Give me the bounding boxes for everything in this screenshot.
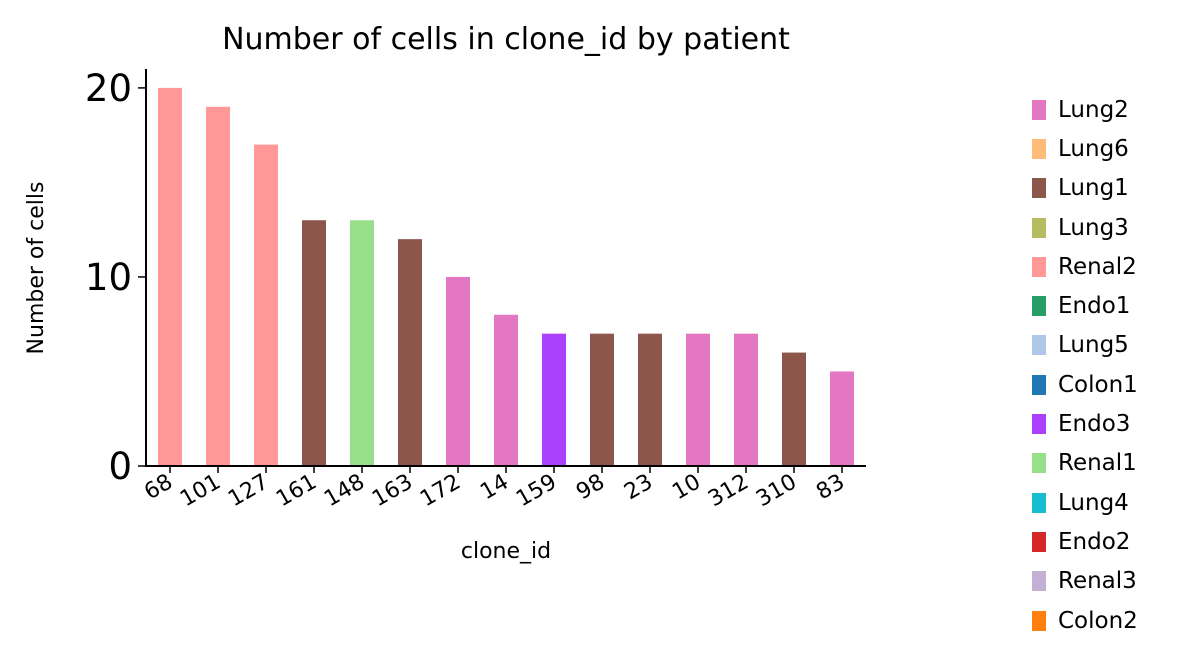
x-tick-label: 127 xyxy=(224,470,273,513)
legend-label: Endo3 xyxy=(1058,411,1131,438)
legend-swatch xyxy=(1032,296,1046,317)
x-tick-label: 68 xyxy=(140,470,177,506)
x-tick-label: 148 xyxy=(320,470,369,513)
bar-23 xyxy=(638,333,662,466)
x-tick-label: 83 xyxy=(812,470,849,506)
legend-swatch xyxy=(1032,335,1046,356)
bar-83 xyxy=(830,371,854,466)
legend-label: Lung4 xyxy=(1058,489,1129,516)
legend-label: Lung5 xyxy=(1058,332,1129,359)
legend-item-lung1: Lung1 xyxy=(1032,169,1138,208)
x-tick-label: 161 xyxy=(272,470,321,513)
legend-swatch xyxy=(1032,414,1046,435)
x-tick-label: 312 xyxy=(704,470,753,513)
legend-item-lung2: Lung2 xyxy=(1032,90,1138,129)
legend-label: Colon1 xyxy=(1058,371,1138,398)
x-axis-label: clone_id xyxy=(461,539,551,564)
legend-item-renal3: Renal3 xyxy=(1032,562,1138,601)
legend-item-lung3: Lung3 xyxy=(1032,208,1138,247)
legend-swatch xyxy=(1032,453,1046,474)
bar-172 xyxy=(446,276,470,466)
legend-item-endo2: Endo2 xyxy=(1032,522,1138,561)
legend-swatch xyxy=(1032,610,1046,631)
x-tick-label: 101 xyxy=(176,470,225,513)
legend-swatch xyxy=(1032,217,1046,238)
bar-127 xyxy=(254,144,278,466)
bar-148 xyxy=(350,220,374,466)
legend-item-endo3: Endo3 xyxy=(1032,404,1138,443)
x-tick-label: 310 xyxy=(752,470,801,513)
legend-item-lung5: Lung5 xyxy=(1032,326,1138,365)
legend-swatch xyxy=(1032,256,1046,277)
x-tick-label: 163 xyxy=(368,470,417,513)
y-tick-label: 10 xyxy=(85,256,132,299)
x-tick-label: 23 xyxy=(620,470,657,506)
legend: Lung2 Lung6 Lung1 Lung3 Renal2 Endo1 Lung5 Colo… xyxy=(1032,90,1138,640)
legend-label: Lung1 xyxy=(1058,175,1129,202)
bar-10 xyxy=(686,333,710,466)
bar-161 xyxy=(302,220,326,466)
x-tick-label: 98 xyxy=(572,470,609,506)
legend-label: Endo1 xyxy=(1058,293,1131,320)
bar-98 xyxy=(590,333,614,466)
legend-swatch xyxy=(1032,531,1046,552)
x-tick-label: 10 xyxy=(668,470,705,506)
legend-item-colon2: Colon2 xyxy=(1032,601,1138,640)
legend-swatch xyxy=(1032,571,1046,592)
legend-label: Renal1 xyxy=(1058,450,1137,477)
legend-item-lung4: Lung4 xyxy=(1032,483,1138,522)
legend-item-renal2: Renal2 xyxy=(1032,247,1138,286)
legend-swatch xyxy=(1032,138,1046,159)
legend-label: Renal2 xyxy=(1058,253,1137,280)
legend-swatch xyxy=(1032,374,1046,395)
chart-title: Number of cells in clone_id by patient xyxy=(222,22,790,57)
bar-68 xyxy=(158,87,182,467)
bar-159 xyxy=(542,333,566,466)
y-axis-label: Number of cells xyxy=(24,182,49,355)
legend-label: Lung2 xyxy=(1058,96,1129,123)
bar-101 xyxy=(206,106,230,467)
bar-14 xyxy=(494,314,518,466)
legend-label: Lung3 xyxy=(1058,214,1129,241)
x-tick-label: 159 xyxy=(512,470,561,513)
legend-item-colon1: Colon1 xyxy=(1032,365,1138,404)
legend-label: Endo2 xyxy=(1058,528,1131,555)
legend-label: Lung6 xyxy=(1058,135,1129,162)
bar-chart: Number of cells in clone_id by patient N… xyxy=(24,22,866,564)
legend-item-renal1: Renal1 xyxy=(1032,444,1138,483)
x-ticks-group: 68 101 127 161 148 163 172 14 159 98 23 10 312 310 83 xyxy=(140,466,849,512)
legend-item-lung6: Lung6 xyxy=(1032,129,1138,168)
legend-label: Renal3 xyxy=(1058,568,1137,595)
legend-swatch xyxy=(1032,99,1046,120)
y-tick-label: 20 xyxy=(85,67,132,110)
y-tick-label: 0 xyxy=(108,445,132,488)
bar-163 xyxy=(398,239,422,466)
legend-swatch xyxy=(1032,492,1046,513)
bars-group xyxy=(158,87,854,467)
bar-312 xyxy=(734,333,758,466)
y-ticks-group: 0 10 20 xyxy=(85,67,146,488)
x-tick-label: 172 xyxy=(416,470,465,513)
bar-310 xyxy=(782,352,806,466)
legend-label: Colon2 xyxy=(1058,607,1138,634)
x-tick-label: 14 xyxy=(476,470,513,506)
legend-item-endo1: Endo1 xyxy=(1032,286,1138,325)
legend-swatch xyxy=(1032,178,1046,199)
